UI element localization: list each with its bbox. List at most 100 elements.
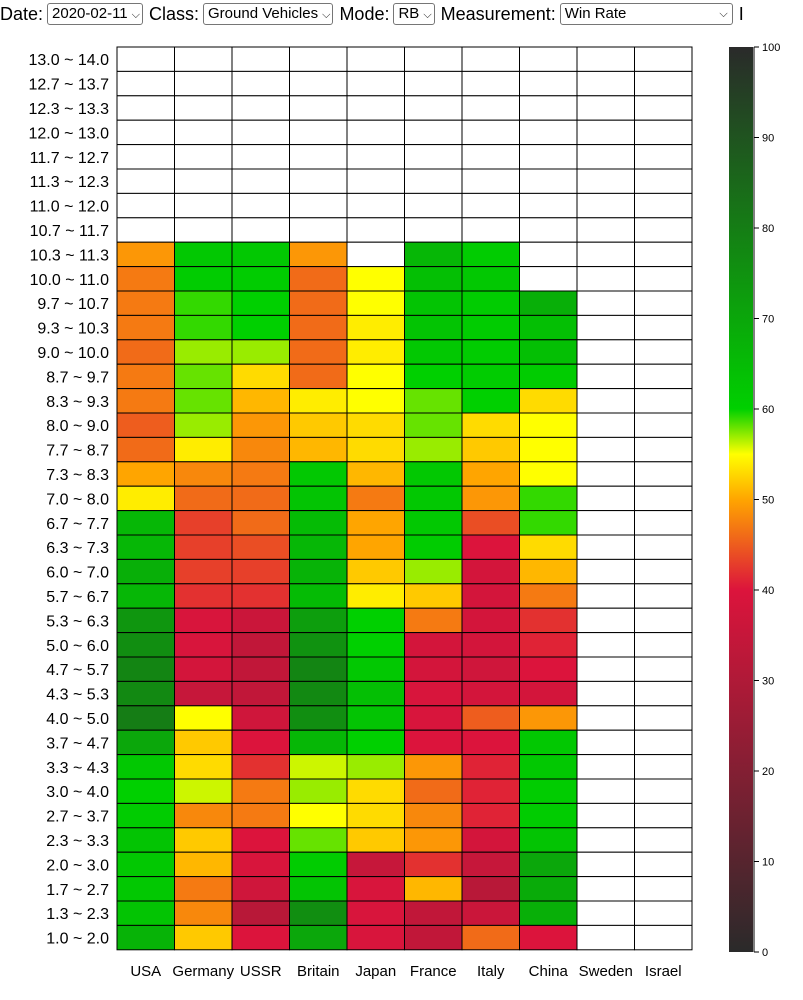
class-select-value: Ground Vehicles (208, 5, 319, 23)
heatmap-cell (461, 778, 520, 804)
class-select[interactable]: Ground Vehicles ⌵ (203, 3, 334, 26)
heatmap-cell (116, 558, 175, 585)
y-tick-label: 13.0 ~ 14.0 (28, 52, 109, 69)
colorbar-tick-label: 60 (762, 404, 774, 416)
measurement-select-value: Win Rate (564, 5, 627, 23)
heatmap-cell (116, 217, 175, 243)
heatmap-cell (576, 339, 635, 365)
heatmap-cell (461, 119, 520, 146)
heatmap-cell (346, 119, 405, 146)
y-tick-label: 6.0 ~ 7.0 (46, 565, 109, 582)
heatmap-cell (174, 656, 233, 682)
heatmap-cell (519, 485, 578, 512)
heatmap-cell (116, 632, 175, 658)
heatmap-cell (289, 46, 348, 72)
heatmap-cell (174, 412, 233, 438)
heatmap-cell (519, 607, 578, 634)
y-tick-label: 7.7 ~ 8.7 (46, 443, 109, 460)
heatmap-cell (174, 363, 233, 390)
heatmap-cell (116, 924, 175, 951)
y-tick-label: 7.0 ~ 8.0 (46, 491, 109, 508)
x-tick-label: USA (130, 963, 161, 980)
heatmap-cell (289, 217, 348, 243)
heatmap-cell (174, 388, 233, 414)
heatmap-cell (346, 632, 405, 658)
heatmap-cell (576, 363, 635, 390)
heatmap-cell (174, 168, 233, 194)
y-tick-label: 12.3 ~ 13.3 (28, 101, 109, 118)
heatmap-cell (289, 778, 348, 804)
heatmap-cell (174, 436, 233, 463)
y-tick-label: 5.7 ~ 6.7 (46, 589, 109, 606)
heatmap-cell (289, 754, 348, 780)
heatmap-cell (346, 339, 405, 365)
heatmap-cell (576, 70, 635, 97)
heatmap-cell (634, 388, 693, 414)
heatmap-cell (634, 900, 693, 926)
heatmap-cell (116, 241, 175, 268)
heatmap-cell (461, 192, 520, 219)
heatmap-cell (346, 583, 405, 609)
mode-select[interactable]: RB ⌵ (393, 3, 435, 26)
heatmap-cell (231, 510, 290, 536)
heatmap-cell (576, 680, 635, 707)
heatmap-cell (174, 70, 233, 97)
heatmap-cell (174, 632, 233, 658)
heatmap-cell (231, 851, 290, 878)
chevron-down-icon: ⌵ (423, 9, 432, 22)
heatmap-cell (346, 876, 405, 902)
heatmap-cell (231, 217, 290, 243)
heatmap-cell (116, 144, 175, 170)
heatmap-cell (231, 485, 290, 512)
colorbar-tick-label: 50 (762, 495, 774, 507)
heatmap-cell (461, 632, 520, 658)
heatmap-cell (576, 314, 635, 341)
heatmap-cell (576, 217, 635, 243)
y-tick-label: 11.7 ~ 12.7 (30, 150, 109, 167)
measurement-select[interactable]: Win Rate ⌵ (559, 3, 733, 26)
heatmap-cell (289, 510, 348, 536)
heatmap-cell (519, 583, 578, 609)
heatmap-cell (116, 436, 175, 463)
heatmap-cell (116, 876, 175, 902)
heatmap-cell (519, 924, 578, 951)
date-select[interactable]: 2020-02-11 ⌵ (47, 3, 143, 26)
y-tick-label: 1.0 ~ 2.0 (46, 931, 109, 948)
heatmap-cell (519, 802, 578, 829)
heatmap-cell (116, 412, 175, 438)
heatmap-cell (576, 876, 635, 902)
x-axis-labels: USA Germany USSR Britain Japan France Italy Chi… (130, 963, 681, 980)
heatmap-cell (116, 46, 175, 72)
heatmap-cell (404, 461, 463, 487)
heatmap-cell (634, 314, 693, 341)
heatmap-cell (289, 290, 348, 316)
heatmap-cell (634, 119, 693, 146)
heatmap-cell (174, 95, 233, 121)
heatmap-cell (634, 583, 693, 609)
heatmap-cell (346, 46, 405, 72)
heatmap-cell (461, 876, 520, 902)
heatmap-cell (576, 583, 635, 609)
heatmap-cell (174, 266, 233, 292)
heatmap-cell (519, 729, 578, 756)
heatmap-cell (289, 363, 348, 390)
heatmap-cell (634, 510, 693, 536)
heatmap-cell (634, 144, 693, 170)
heatmap-cell (116, 266, 175, 292)
heatmap-cell (519, 656, 578, 682)
heatmap-cell (576, 266, 635, 292)
heatmap-cell (404, 924, 463, 951)
heatmap-cell (404, 558, 463, 585)
heatmap-cell (174, 192, 233, 219)
heatmap-cell (519, 363, 578, 390)
heatmap-cell (576, 851, 635, 878)
y-tick-label: 4.7 ~ 5.7 (46, 662, 109, 679)
trailing-label: I (738, 4, 744, 25)
measurement-label: Measurement: (440, 4, 556, 25)
heatmap-cell (461, 339, 520, 365)
heatmap-cell (231, 192, 290, 219)
heatmap-cell (634, 680, 693, 707)
heatmap-cell (404, 754, 463, 780)
heatmap-cell (634, 266, 693, 292)
